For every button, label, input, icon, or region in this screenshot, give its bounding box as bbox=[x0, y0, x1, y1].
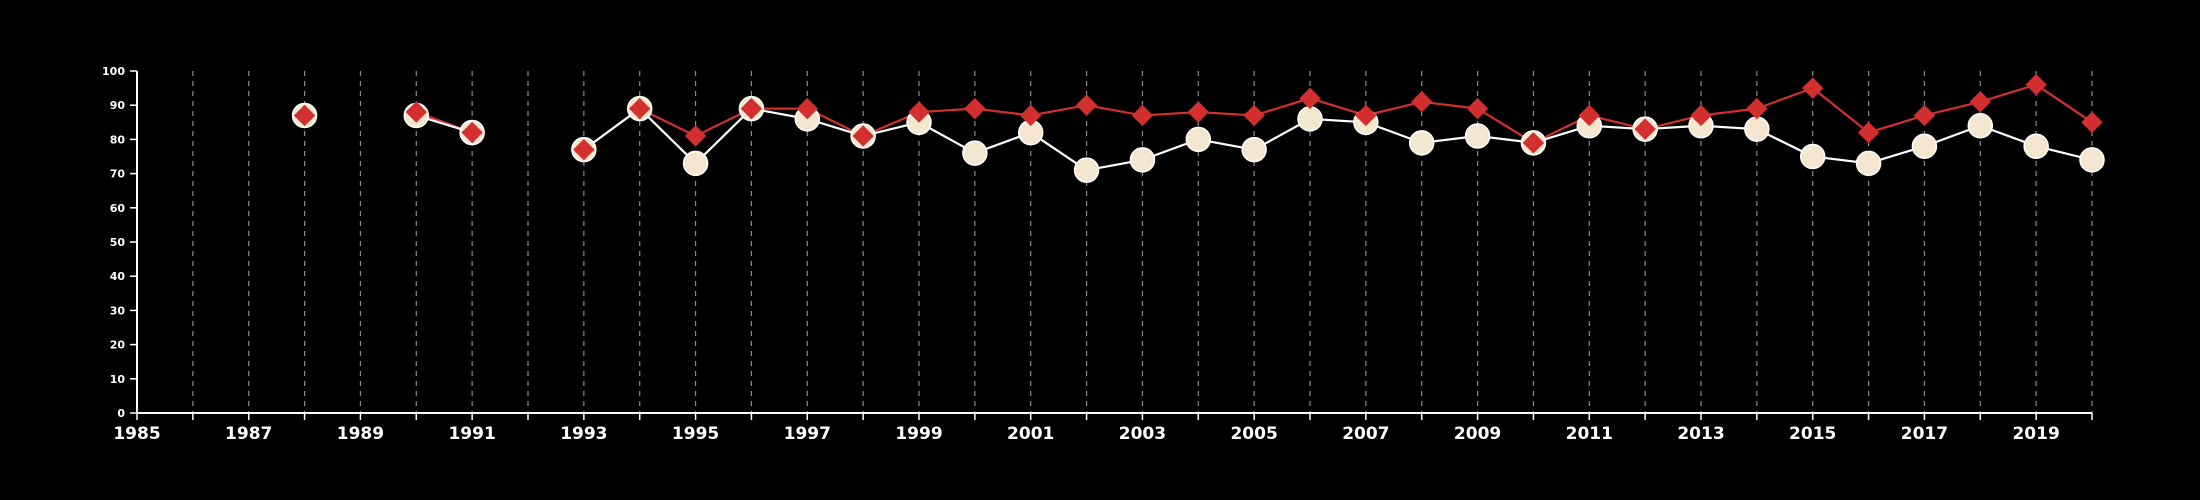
circle-point bbox=[1967, 112, 1994, 139]
x-tick-label: 2001 bbox=[1007, 424, 1054, 444]
diamond-point bbox=[796, 97, 818, 120]
diamond-point bbox=[1969, 91, 1991, 113]
diamond-point bbox=[2025, 73, 2047, 96]
diamond-point bbox=[1578, 104, 1600, 127]
diamond-point bbox=[1857, 121, 1880, 144]
x-tick-label: 1997 bbox=[784, 424, 831, 444]
circle-point bbox=[1911, 133, 1938, 159]
y-tick-label: 40 bbox=[110, 270, 126, 283]
x-tick-label: 2015 bbox=[1789, 424, 1836, 444]
y-tick-label: 60 bbox=[110, 202, 126, 215]
diamond-point bbox=[1299, 87, 1321, 110]
y-tick-label: 20 bbox=[110, 339, 126, 352]
circle-point bbox=[2023, 133, 2049, 159]
diamond-series-line bbox=[583, 83, 2093, 151]
circle-point bbox=[962, 140, 988, 166]
circle-point bbox=[1464, 123, 1491, 149]
diamond-point bbox=[1746, 97, 1768, 120]
y-tick-label: 70 bbox=[110, 168, 126, 181]
x-tick-label: 2011 bbox=[1566, 424, 1613, 444]
y-tick-label: 90 bbox=[110, 99, 126, 112]
x-tick-label: 2003 bbox=[1119, 424, 1166, 444]
x-tick-label: 1991 bbox=[448, 424, 495, 444]
x-tick-label: 1993 bbox=[560, 424, 607, 444]
diamond-point bbox=[1466, 97, 1489, 120]
diamond-point bbox=[1690, 104, 1712, 127]
y-tick-label: 0 bbox=[117, 407, 125, 420]
y-tick-label: 10 bbox=[110, 373, 126, 386]
circle-point bbox=[1241, 136, 1267, 163]
circle-point bbox=[682, 150, 709, 177]
x-tick-label: 2009 bbox=[1454, 424, 1501, 444]
diamond-point bbox=[684, 125, 707, 147]
diamond-point bbox=[1411, 91, 1433, 113]
diamond-point bbox=[461, 121, 483, 144]
diamond-point bbox=[1355, 104, 1377, 127]
x-tick-label: 1987 bbox=[225, 424, 272, 444]
diamond-point bbox=[1243, 104, 1265, 127]
diamond-point bbox=[1131, 104, 1154, 127]
diamond-point bbox=[1913, 104, 1936, 127]
x-tick-label: 1985 bbox=[113, 424, 160, 444]
series-layer bbox=[291, 73, 2105, 183]
circle-point bbox=[1744, 116, 1770, 142]
y-tick-label: 80 bbox=[110, 133, 126, 146]
y-tick-label: 100 bbox=[102, 65, 125, 78]
diamond-point bbox=[629, 97, 651, 120]
x-tick-label: 1995 bbox=[672, 424, 719, 444]
diamond-point bbox=[964, 97, 986, 120]
y-tick-label: 30 bbox=[110, 304, 126, 317]
diamond-point bbox=[1634, 118, 1656, 140]
x-tick-label: 2007 bbox=[1342, 424, 1389, 444]
diamond-point bbox=[908, 101, 930, 123]
x-tick-label: 2019 bbox=[2012, 424, 2059, 444]
circle-point bbox=[1073, 157, 1100, 183]
circle-point bbox=[1408, 130, 1435, 156]
circle-point bbox=[1129, 147, 1156, 173]
diamond-point bbox=[405, 101, 427, 123]
diamond-point bbox=[573, 138, 595, 161]
circle-point bbox=[1799, 143, 1826, 170]
diamond-point bbox=[852, 125, 874, 147]
diamond-point bbox=[2081, 111, 2103, 134]
diamond-point bbox=[740, 97, 763, 120]
circle-point bbox=[2079, 147, 2105, 173]
axes: 0 10 20 30 40 50 60 70 80 90 100 1985 1987 1989 1991 19… bbox=[102, 65, 2093, 444]
y-tick-label: 50 bbox=[110, 236, 126, 249]
x-tick-label: 2017 bbox=[1901, 424, 1948, 444]
x-tick-label: 2013 bbox=[1677, 424, 1724, 444]
diamond-point bbox=[1522, 132, 1545, 154]
x-tick-label: 1989 bbox=[337, 424, 384, 444]
diamond-point bbox=[293, 104, 316, 127]
circle-point bbox=[1185, 126, 1212, 153]
circle-point bbox=[1297, 106, 1323, 132]
x-tick-label: 2005 bbox=[1230, 424, 1277, 444]
diamond-point bbox=[1075, 94, 1098, 116]
x-tick-label: 1999 bbox=[895, 424, 942, 444]
diamond-point bbox=[1802, 77, 1824, 99]
circle-series-line bbox=[583, 107, 2093, 172]
diamond-point bbox=[1187, 101, 1209, 123]
circle-point bbox=[1855, 150, 1882, 177]
diamond-point bbox=[1020, 104, 1042, 127]
grid-lines bbox=[192, 71, 2093, 413]
